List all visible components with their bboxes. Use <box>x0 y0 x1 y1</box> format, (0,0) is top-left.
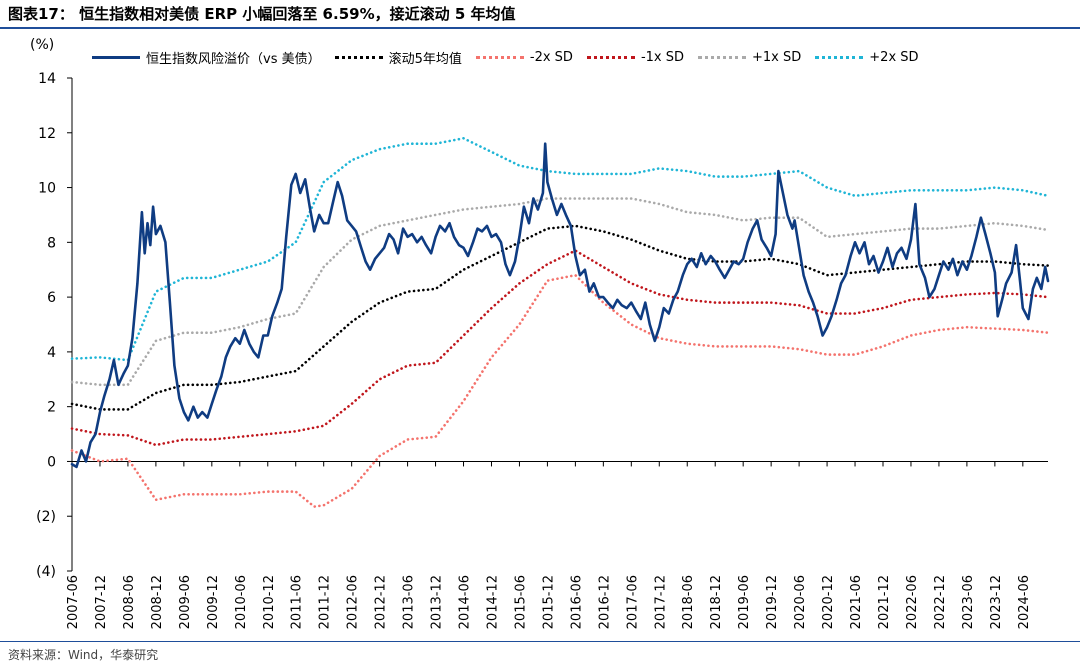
legend-label-minus-1sd: -1x SD <box>640 49 685 65</box>
series-line-3 <box>70 249 1050 447</box>
legend-label-plus-2sd: +2x SD <box>869 49 919 65</box>
legend-item-plus-1sd: +1x SD <box>698 50 801 65</box>
x-tick-label: 2015-12 <box>541 575 556 629</box>
x-tick-label: 2007-06 <box>66 575 81 629</box>
y-tick-label: 12 <box>38 126 56 142</box>
legend-swatch-plus-1sd <box>698 55 747 59</box>
x-tick-label: 2021-12 <box>877 575 892 629</box>
series-line-2 <box>70 273 1050 508</box>
x-tick-label: 2009-06 <box>178 575 193 629</box>
chart-canvas: 14 12 10 8 6 4 2 0 (2) (4) 2007-06 2007-12 2008-06 20… <box>36 71 1050 629</box>
x-tick-label: 2016-12 <box>597 575 612 629</box>
y-tick-label: 10 <box>38 181 56 197</box>
x-tick-label: 2009-12 <box>206 575 221 629</box>
title-rule <box>0 27 1080 29</box>
x-tick-label: 2014-12 <box>485 575 500 629</box>
x-tick-label: 2024-06 <box>1017 575 1032 629</box>
legend: 恒生指数风险溢价（vs 美债） 滚动5年均值 -2x SD -1x SD +1x… <box>92 46 933 68</box>
x-tick-label: 2019-06 <box>737 575 752 629</box>
footer-rule <box>0 641 1080 642</box>
x-tick-label: 2015-06 <box>513 575 528 629</box>
y-tick-label: 6 <box>47 290 56 306</box>
x-tick-label: 2007-12 <box>94 575 109 629</box>
series-line-0 <box>70 142 1050 469</box>
x-tick-label: 2022-06 <box>905 575 920 629</box>
x-tick-label: 2016-06 <box>569 575 584 629</box>
x-tick-label: 2012-06 <box>346 575 361 629</box>
source-note: 资料来源：Wind，华泰研究 <box>8 648 159 662</box>
x-tick-label: 2019-12 <box>765 575 780 629</box>
legend-item-minus-1sd: -1x SD <box>586 49 685 65</box>
x-tick-label: 2013-06 <box>402 575 417 629</box>
legend-swatch-minus-2sd <box>475 55 524 59</box>
x-tick-label: 2013-12 <box>430 575 445 629</box>
x-tick-label: 2018-12 <box>709 575 724 629</box>
x-tick-label: 2020-12 <box>821 575 836 629</box>
x-tick-label: 2011-06 <box>290 575 305 629</box>
legend-swatch-plus-2sd <box>815 55 864 59</box>
series-line-1 <box>70 224 1050 411</box>
x-tick-label: 2014-06 <box>458 575 473 629</box>
y-tick-label: 8 <box>47 235 56 251</box>
y-tick-label: 2 <box>47 400 56 416</box>
legend-label-plus-1sd: +1x SD <box>752 49 802 65</box>
y-tick-label: 0 <box>47 454 56 470</box>
legend-swatch-rolling-mean <box>334 55 383 59</box>
x-tick-label: 2021-06 <box>849 575 864 629</box>
y-tick-label: 14 <box>38 71 56 87</box>
legend-swatch-minus-1sd <box>586 55 635 59</box>
x-tick-label: 2017-06 <box>625 575 640 629</box>
figure-title: 图表17： 恒生指数相对美债 ERP 小幅回落至 6.59%，接近滚动 5 年均… <box>8 5 516 23</box>
legend-item-minus-2sd: -2x SD <box>475 49 573 65</box>
x-tick-label: 2010-12 <box>262 575 277 629</box>
legend-label-erp: 恒生指数风险溢价（vs 美债） <box>146 51 321 67</box>
legend-label-minus-2sd: -2x SD <box>529 49 573 65</box>
legend-item-plus-2sd: +2x SD <box>815 49 919 65</box>
x-tick-label: 2018-06 <box>681 575 696 629</box>
legend-item-erp: 恒生指数风险溢价（vs 美债） <box>92 48 321 67</box>
x-tick-label: 2022-12 <box>933 575 948 629</box>
legend-swatch-erp <box>92 55 140 59</box>
y-tick-label: (4) <box>36 564 56 580</box>
x-tick-label: 2017-12 <box>653 575 668 629</box>
y-axis-unit: (%) <box>30 37 55 53</box>
x-tick-label: 2020-06 <box>793 575 808 629</box>
x-tick-label: 2012-12 <box>374 575 389 629</box>
legend-label-rolling-mean: 滚动5年均值 <box>388 51 462 67</box>
x-tick-label: 2023-12 <box>989 575 1004 629</box>
x-tick-label: 2023-06 <box>961 575 976 629</box>
series-line-4 <box>70 197 1050 387</box>
x-tick-label: 2008-12 <box>150 575 165 629</box>
x-tick-label: 2008-06 <box>122 575 137 629</box>
y-tick-label: 4 <box>47 345 56 361</box>
x-tick-label: 2011-12 <box>318 575 333 629</box>
x-tick-label: 2010-06 <box>234 575 249 629</box>
y-tick-label: (2) <box>36 509 56 525</box>
legend-item-rolling-mean: 滚动5年均值 <box>334 48 462 67</box>
